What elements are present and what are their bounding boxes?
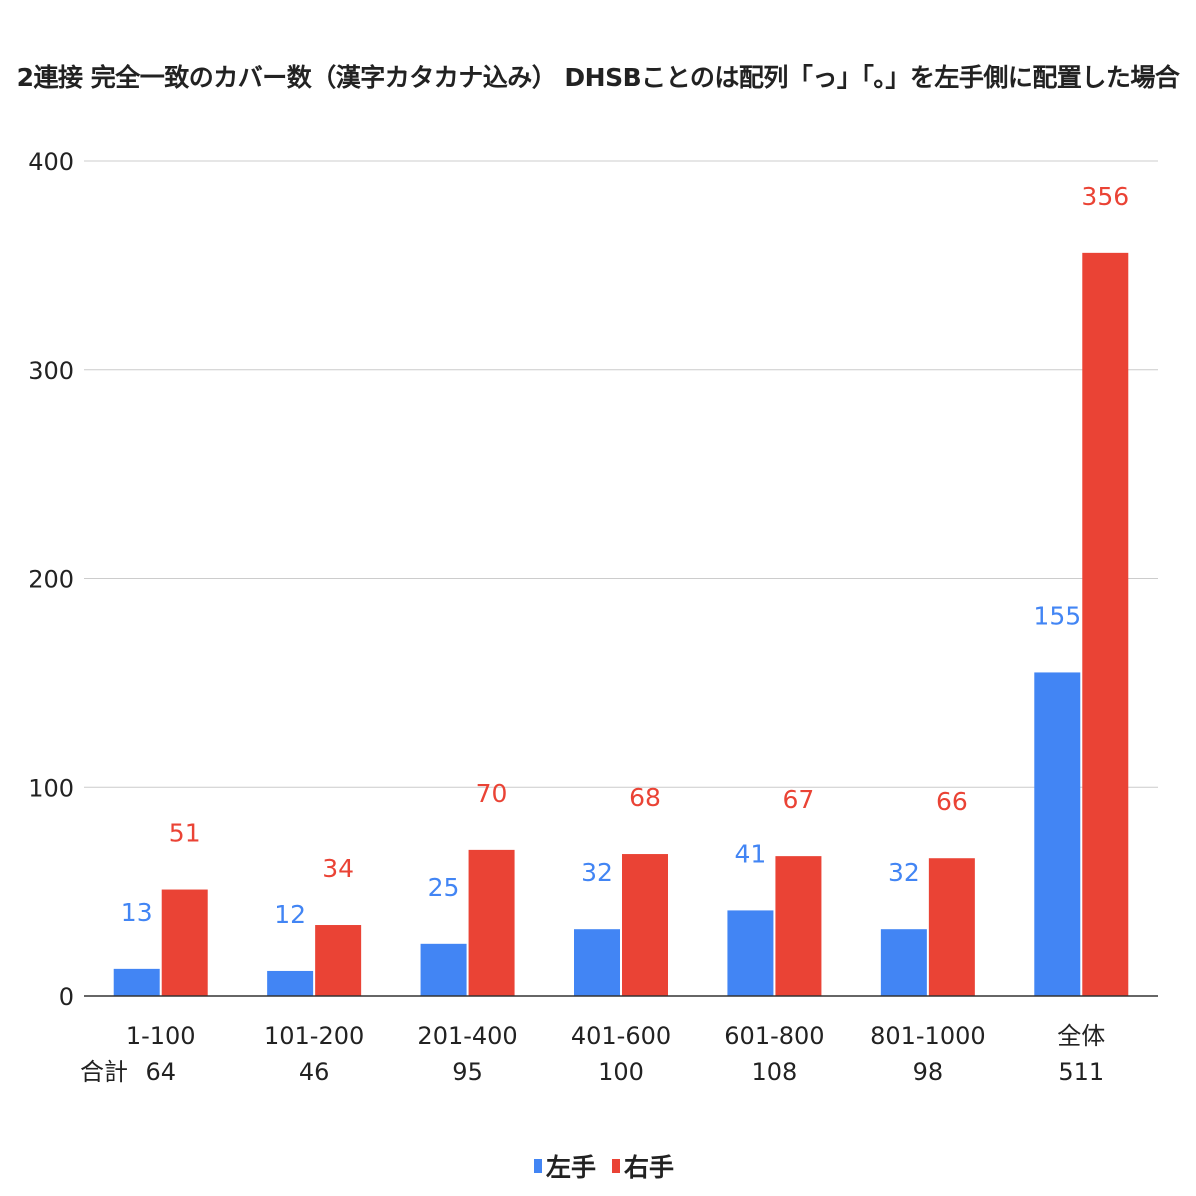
- data-label: 12: [274, 900, 306, 929]
- bar-left-hand: [1034, 672, 1081, 996]
- total-value: 64: [145, 1058, 176, 1086]
- bar-right-hand: [1082, 252, 1129, 997]
- axes: 0 100 200 300 400 1-100 64 101-200 46 201-400 95 40…: [28, 148, 1158, 1086]
- bar-left-hand: [574, 929, 620, 996]
- bar-right-hand: [468, 849, 515, 996]
- data-label: 70: [476, 779, 508, 808]
- bar-left-hand: [880, 929, 927, 996]
- x-tick-label: 201-400: [417, 1022, 517, 1050]
- legend-item: 右手: [612, 1153, 674, 1182]
- legend-swatch: [534, 1159, 542, 1173]
- x-tick-label: 601-800: [724, 1022, 824, 1050]
- data-label: 67: [783, 785, 815, 814]
- legend-label: 右手: [624, 1153, 674, 1182]
- data-label: 66: [936, 787, 968, 816]
- bar-right-hand: [775, 856, 822, 996]
- data-label: 32: [581, 858, 613, 887]
- chart-title: 2連接 完全一致のカバー数（漢字カタカナ込み） DHSBことのは配列「っ」「。」…: [16, 63, 1180, 92]
- total-value: 46: [299, 1058, 330, 1086]
- total-value: 98: [913, 1058, 944, 1086]
- y-tick-label: 100: [28, 774, 74, 802]
- data-label: 25: [428, 873, 460, 902]
- data-label: 13: [121, 898, 153, 927]
- total-value: 108: [752, 1058, 798, 1086]
- legend-label: 左手: [546, 1153, 596, 1182]
- total-value: 511: [1058, 1058, 1104, 1086]
- data-label: 41: [735, 839, 767, 868]
- gridlines: [84, 160, 1158, 788]
- legend: 左手 右手: [534, 1153, 674, 1182]
- total-value: 100: [598, 1058, 644, 1086]
- bar-left-hand: [267, 970, 314, 996]
- y-tick-label: 0: [59, 983, 74, 1011]
- y-tick-label: 200: [28, 566, 74, 594]
- data-label: 51: [169, 819, 201, 848]
- bar-left-hand: [113, 968, 160, 996]
- bar-right-hand: [928, 858, 975, 996]
- data-label: 34: [322, 854, 354, 883]
- x-tick-label: 401-600: [571, 1022, 671, 1050]
- data-label: 68: [629, 783, 661, 812]
- x-tick-label: 101-200: [264, 1022, 364, 1050]
- data-label: 155: [1033, 601, 1081, 630]
- legend-item: 左手: [534, 1153, 596, 1182]
- y-tick-label: 300: [28, 357, 74, 385]
- bar-left-hand: [727, 910, 774, 996]
- totals-label: 合計: [80, 1058, 128, 1086]
- x-tick-label: 全体: [1057, 1022, 1105, 1050]
- bar-left-hand: [420, 943, 467, 996]
- x-tick-label: 1-100: [126, 1022, 196, 1050]
- data-labels: 13 51 12 34 25 70 32 68 41 67 32 66 155 356: [121, 182, 1129, 929]
- bar-right-hand: [161, 889, 208, 996]
- y-tick-label: 400: [28, 148, 74, 176]
- bar-right-hand: [315, 925, 362, 996]
- bars: [113, 252, 1129, 997]
- data-label: 356: [1081, 182, 1129, 211]
- total-value: 95: [452, 1058, 483, 1086]
- bar-right-hand: [622, 854, 668, 996]
- x-tick-label: 801-1000: [870, 1022, 986, 1050]
- data-label: 32: [888, 858, 920, 887]
- legend-swatch: [612, 1159, 620, 1173]
